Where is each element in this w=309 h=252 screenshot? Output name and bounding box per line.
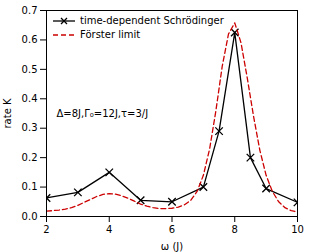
svg-text:rate K: rate K bbox=[2, 98, 13, 128]
svg-text:0.1: 0.1 bbox=[22, 181, 38, 192]
svg-text:4: 4 bbox=[106, 224, 112, 235]
html-text:Förster limit: Förster limit bbox=[80, 29, 141, 40]
svg-text:10: 10 bbox=[291, 224, 304, 235]
svg-text:2: 2 bbox=[43, 224, 49, 235]
svg-text:0.6: 0.6 bbox=[22, 34, 38, 45]
svg-text:0.4: 0.4 bbox=[22, 93, 38, 104]
svg-text:0.2: 0.2 bbox=[22, 152, 38, 163]
svg-text:ω (J): ω (J) bbox=[161, 241, 183, 252]
svg-text:0.0: 0.0 bbox=[22, 211, 38, 222]
html-text:time-dependent Schrödinger: time-dependent Schrödinger bbox=[80, 15, 224, 26]
svg-text:0.3: 0.3 bbox=[22, 122, 38, 133]
svg-text:Δ=8J,Γ₀=12J,τ=3/J: Δ=8J,Γ₀=12J,τ=3/J bbox=[57, 108, 149, 119]
svg-text:6: 6 bbox=[169, 224, 175, 235]
svg-text:0.5: 0.5 bbox=[22, 64, 38, 75]
svg-text:8: 8 bbox=[232, 224, 238, 235]
svg-text:0.7: 0.7 bbox=[22, 5, 38, 16]
